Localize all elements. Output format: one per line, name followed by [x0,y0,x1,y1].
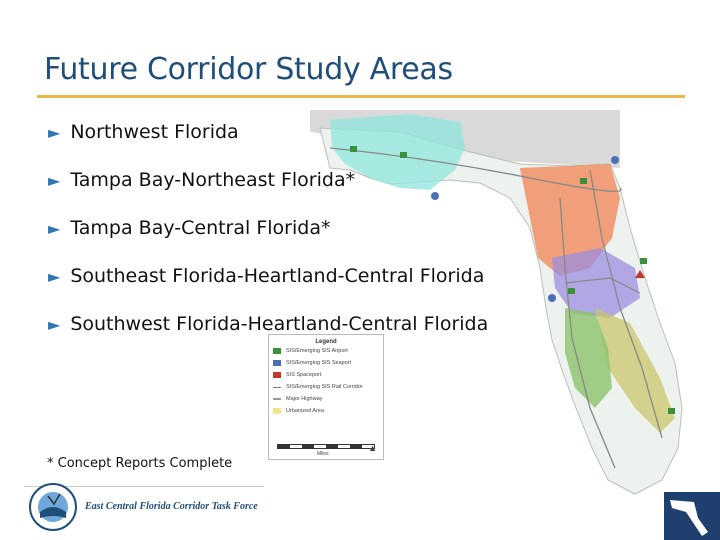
legend-item: SIS/Emerging SIS Rail Corridor [273,381,383,393]
bullet-text: Southeast Florida-Heartland-Central Flor… [70,265,485,287]
airport-icon [400,152,407,158]
bullet-item: ► Southeast Florida-Heartland-Central Flo… [48,262,488,290]
legend-item: Major Highway [273,393,383,405]
urbanized-area-icon [273,408,281,414]
footnote: * Concept Reports Complete [47,456,233,471]
legend-item: Urbanized Area [273,405,383,417]
legend-label: Major Highway [286,396,323,402]
seaport-icon [273,360,281,366]
legend-label: SIS Spaceport [286,372,322,378]
seaport-icon [548,294,556,302]
airport-icon [580,178,587,184]
legend-label: SIS/Emerging SIS Rail Corridor [286,384,363,390]
highway-line-icon [273,398,281,400]
seaport-icon [611,156,619,164]
scale-label: Miles [317,451,329,457]
legend-item: SIS Spaceport [273,369,383,381]
highway-line [329,147,622,192]
tampa-northeast-zone [520,164,620,276]
bullet-item: ► Tampa Bay-Central Florida* [48,214,488,242]
scale-bar [277,444,375,449]
bullet-item: ► Northwest Florida [48,118,488,146]
highway-line [589,169,663,439]
bullet-item: ► Tampa Bay-Northeast Florida* [48,166,488,194]
southwest-zone [565,308,612,408]
north-arrow-icon: ▲ [368,443,377,453]
highway-line [564,277,641,294]
airport-icon [350,146,357,152]
bullet-text: Southwest Florida-Heartland-Central Flor… [70,313,489,335]
legend-label: SIS/Emerging SIS Seaport [286,360,352,366]
rail-line-icon [273,386,281,388]
legend-item: SIS/Emerging SIS Seaport [273,357,383,369]
triangle-right-icon: ► [48,218,61,238]
organization-name: East Central Florida Corridor Task Force [85,501,258,512]
triangle-right-icon: ► [48,122,61,142]
legend-title: Legend [315,339,337,345]
airport-icon [668,408,675,414]
bullet-text: Tampa Bay-Central Florida* [70,217,331,239]
bullet-item: ► Southwest Florida-Heartland-Central Flo… [48,310,488,338]
footer-divider [24,486,264,487]
legend-label: Urbanized Area [286,408,324,414]
triangle-right-icon: ► [48,170,61,190]
southeast-zone [595,308,675,433]
triangle-right-icon: ► [48,266,61,286]
florida-corridor-map [310,110,683,495]
airport-icon [273,348,281,354]
highway-line [559,197,616,469]
northwest-zone [330,114,465,190]
bullet-text: Northwest Florida [70,121,239,143]
seal-logo-icon [29,483,77,531]
seaport-icon [431,192,439,200]
legend-label: SIS/Emerging SIS Airport [286,348,348,354]
spaceport-icon [635,270,645,278]
spaceport-icon [273,372,281,378]
slide-title: Future Corridor Study Areas [44,52,453,87]
florida-corner-logo-icon [664,492,720,540]
airport-icon [568,288,575,294]
bullet-text: Tampa Bay-Northeast Florida* [70,169,356,191]
triangle-right-icon: ► [48,314,61,334]
bullet-list: ► Northwest Florida ► Tampa Bay-Northeast … [48,118,488,358]
map-legend: Legend SIS/Emerging SIS Airport SIS/Emer… [268,334,384,460]
title-underline [37,95,685,98]
legend-item: SIS/Emerging SIS Airport [273,345,383,357]
airport-icon [640,258,647,264]
